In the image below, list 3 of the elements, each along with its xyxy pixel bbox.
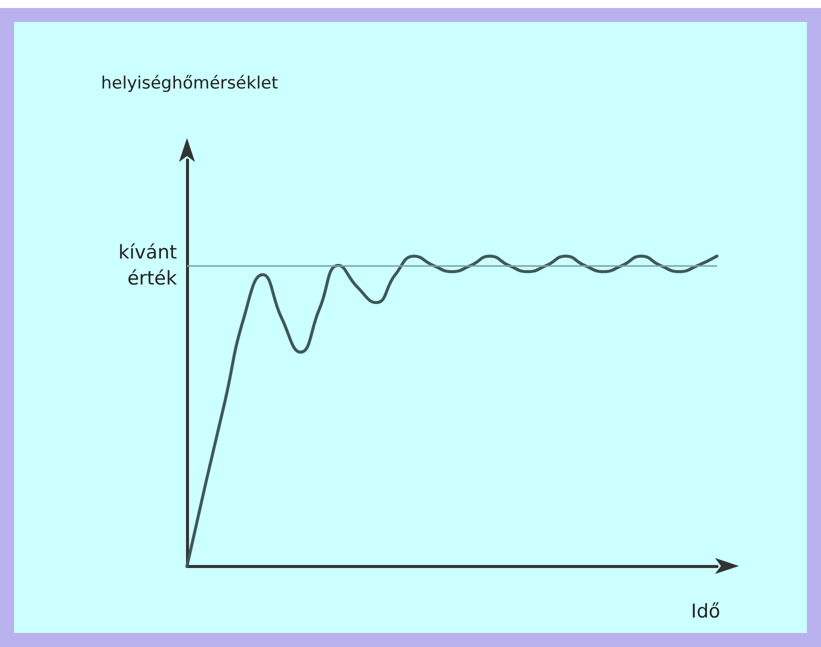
x-axis-title: Idő [691,600,720,622]
text: helyiséghőmérséklet [101,74,278,94]
ref-line-label: kívánt érték [118,241,177,290]
